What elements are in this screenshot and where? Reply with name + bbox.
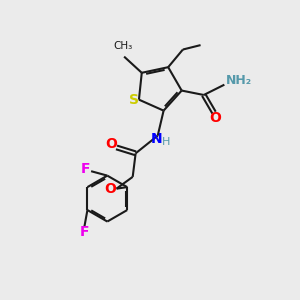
- Text: O: O: [105, 137, 117, 151]
- Text: N: N: [150, 132, 162, 146]
- Text: NH₂: NH₂: [226, 74, 252, 87]
- Text: F: F: [80, 225, 89, 239]
- Text: H: H: [162, 137, 170, 147]
- Text: CH₃: CH₃: [113, 41, 132, 51]
- Text: O: O: [210, 111, 221, 125]
- Text: O: O: [104, 182, 116, 196]
- Text: F: F: [80, 162, 90, 176]
- Text: S: S: [129, 93, 139, 106]
